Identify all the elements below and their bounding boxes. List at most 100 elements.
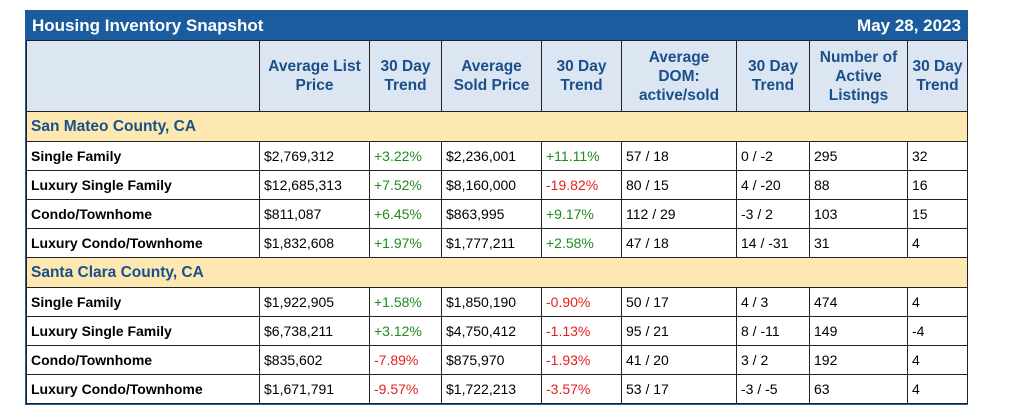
cell: 295 (809, 141, 908, 171)
cell: 4 / -20 (736, 170, 810, 200)
cell: 4 (907, 228, 968, 258)
header-cell (26, 40, 260, 112)
row-label: Single Family (26, 287, 260, 317)
cell: $1,922,905 (259, 287, 370, 317)
cell: $811,087 (259, 199, 370, 229)
cell: $863,995 (441, 199, 542, 229)
cell: 50 / 17 (621, 287, 737, 317)
data-row: Single Family $1,922,905 +1.58% $1,850,190-… (26, 287, 968, 317)
cell: -1.13% (541, 316, 622, 346)
section-name: San Mateo County, CA (26, 111, 968, 142)
cell: $2,236,001 (441, 141, 542, 171)
cell: +11.11% (541, 141, 622, 171)
cell: +6.45% (369, 199, 442, 229)
header-cell: Number of Active Listings (809, 40, 908, 112)
cell: 47 / 18 (621, 228, 737, 258)
data-row: Luxury Single Family $6,738,211 +3.12% $4,7… (26, 316, 968, 346)
cell: $6,738,211 (259, 316, 370, 346)
cell: +2.58% (541, 228, 622, 258)
cell: -3 / -5 (736, 374, 810, 404)
cell: $8,160,000 (441, 170, 542, 200)
cell: $875,970 (441, 345, 542, 375)
cell: 63 (809, 374, 908, 404)
cell: 4 / 3 (736, 287, 810, 317)
cell: $2,769,312 (259, 141, 370, 171)
cell: 32 (907, 141, 968, 171)
cell: 95 / 21 (621, 316, 737, 346)
cell: +7.52% (369, 170, 442, 200)
date: May 28, 2023 (857, 15, 961, 35)
cell: 88 (809, 170, 908, 200)
cell: -7.89% (369, 345, 442, 375)
data-row: Luxury Condo/Townhome $1,832,608 +1.97% $1,… (26, 228, 968, 258)
header-cell: 30 Day Trend (907, 40, 968, 112)
header-row: Average List Price 30 Day Trend Average So… (26, 40, 968, 112)
cell: $12,685,313 (259, 170, 370, 200)
data-row: Condo/Townhome $835,602 -7.89% $875,970 -1.9… (26, 345, 968, 375)
row-label: Condo/Townhome (26, 199, 260, 229)
section-row: Santa Clara County, CA (26, 257, 968, 288)
cell: 3 / 2 (736, 345, 810, 375)
title-bar: Housing Inventory Snapshot May 28, 2023 (26, 11, 967, 40)
cell: 474 (809, 287, 908, 317)
cell: $1,850,190 (441, 287, 542, 317)
header-cell: 30 Day Trend (541, 40, 622, 112)
cell: +3.22% (369, 141, 442, 171)
row-label: Condo/Townhome (26, 345, 260, 375)
cell: -19.82% (541, 170, 622, 200)
cell: 103 (809, 199, 908, 229)
cell: +3.12% (369, 316, 442, 346)
cell: -0.90% (541, 287, 622, 317)
table-body: San Mateo County, CA Single Family $2,769,… (26, 111, 968, 404)
cell: 4 (907, 374, 968, 404)
cell: 4 (907, 345, 968, 375)
data-row: Luxury Single Family $12,685,313 +7.52% $8,… (26, 170, 968, 200)
cell: -1.93% (541, 345, 622, 375)
cell: 57 / 18 (621, 141, 737, 171)
cell: $1,777,211 (441, 228, 542, 258)
header-cell: Average DOM: active/sold (621, 40, 737, 112)
header-cell: 30 Day Trend (736, 40, 810, 112)
data-row: Condo/Townhome $811,087 +6.45% $863,995 +9.1… (26, 199, 968, 229)
row-label: Luxury Condo/Townhome (26, 374, 260, 404)
cell: 14 / -31 (736, 228, 810, 258)
cell: $4,750,412 (441, 316, 542, 346)
row-label: Luxury Single Family (26, 170, 260, 200)
cell: $835,602 (259, 345, 370, 375)
cell: 15 (907, 199, 968, 229)
cell: +1.97% (369, 228, 442, 258)
cell: 53 / 17 (621, 374, 737, 404)
cell: 16 (907, 170, 968, 200)
cell: -3 / 2 (736, 199, 810, 229)
cell: $1,671,791 (259, 374, 370, 404)
cell: +9.17% (541, 199, 622, 229)
cell: $1,722,213 (441, 374, 542, 404)
row-label: Single Family (26, 141, 260, 171)
cell: 192 (809, 345, 908, 375)
cell: -9.57% (369, 374, 442, 404)
cell: -3.57% (541, 374, 622, 404)
cell: 80 / 15 (621, 170, 737, 200)
section-row: San Mateo County, CA (26, 111, 968, 142)
table: Average List Price 30 Day Trend Average So… (26, 40, 968, 404)
cell: 0 / -2 (736, 141, 810, 171)
row-label: Luxury Single Family (26, 316, 260, 346)
title: Housing Inventory Snapshot (32, 15, 264, 35)
cell: 149 (809, 316, 908, 346)
data-row: Single Family $2,769,312 +3.22% $2,236,001 +… (26, 141, 968, 171)
header-cell: 30 Day Trend (369, 40, 442, 112)
row-label: Luxury Condo/Townhome (26, 228, 260, 258)
cell: 112 / 29 (621, 199, 737, 229)
snapshot-table: Housing Inventory Snapshot May 28, 2023 … (25, 10, 968, 405)
cell: -4 (907, 316, 968, 346)
cell: 4 (907, 287, 968, 317)
cell: 41 / 20 (621, 345, 737, 375)
header-cell: Average Sold Price (441, 40, 542, 112)
cell: +1.58% (369, 287, 442, 317)
cell: 8 / -11 (736, 316, 810, 346)
cell: $1,832,608 (259, 228, 370, 258)
cell: 31 (809, 228, 908, 258)
section-name: Santa Clara County, CA (26, 257, 968, 288)
header-cell: Average List Price (259, 40, 370, 112)
